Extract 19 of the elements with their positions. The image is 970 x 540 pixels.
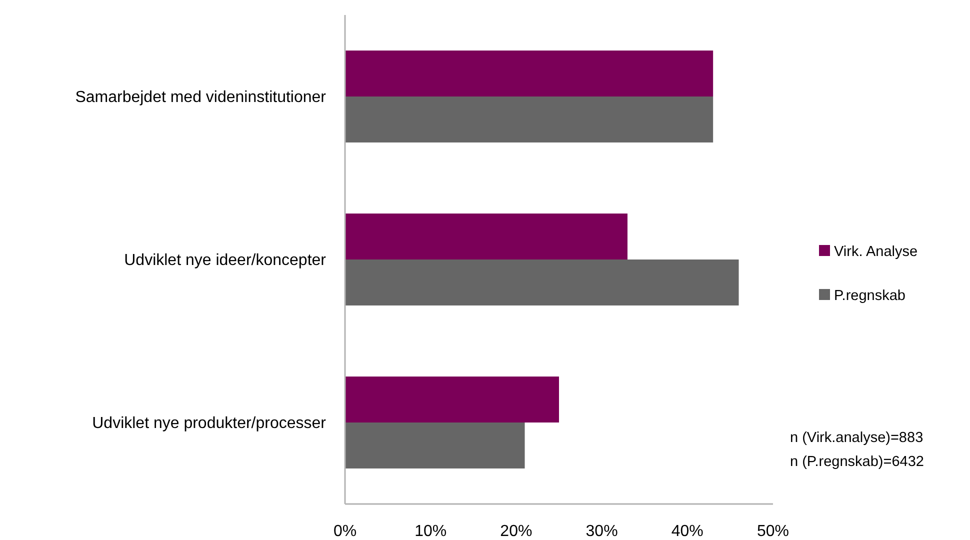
bar [345, 96, 714, 142]
x-tick-label: 10% [414, 523, 447, 540]
text: n (P.regnskab)=6432 [790, 454, 924, 470]
x-tick-label: 0% [333, 523, 357, 540]
y-tick-label: Udviklet nye ideer/koncepter [124, 252, 327, 270]
bar [345, 376, 559, 422]
x-tick-label: 30% [586, 523, 618, 540]
y-tick-label: Samarbejdet med videninstitutioner [75, 89, 327, 106]
bar [345, 422, 525, 468]
x-tick-label: 40% [671, 523, 704, 540]
text: n (Virk.analyse)=883 [790, 430, 924, 446]
bar [345, 50, 714, 96]
y-tick-label: Udviklet nye produkter/processer [92, 415, 327, 432]
bar [345, 260, 739, 306]
x-tick-label: 20% [500, 523, 532, 540]
bar [345, 214, 628, 260]
legend-label: P.regnskab [834, 288, 906, 304]
x-tick-label: 50% [756, 523, 790, 540]
legend-label: Virk. Analyse [834, 244, 918, 260]
